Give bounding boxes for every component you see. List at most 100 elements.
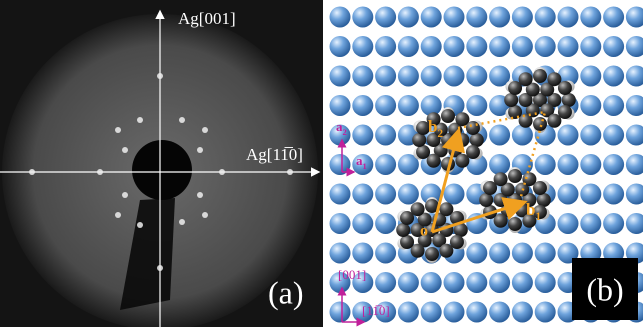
ag-atom <box>603 213 624 234</box>
ag-atom <box>558 184 579 205</box>
ag-atom <box>352 7 373 28</box>
ag-atom <box>603 7 624 28</box>
c-atom <box>533 181 547 195</box>
ag-atom <box>535 7 556 28</box>
ag-atom <box>421 302 442 323</box>
diffraction-spot <box>202 127 208 133</box>
ag-atom <box>466 243 487 264</box>
ag-atom <box>375 7 396 28</box>
ag-atom <box>330 95 351 116</box>
ag-atom <box>603 154 624 175</box>
ag-atom <box>580 125 601 146</box>
ag-atom <box>535 272 556 293</box>
ag-atom <box>398 7 419 28</box>
ag-atom <box>580 154 601 175</box>
ag-atom <box>398 272 419 293</box>
ag-atom <box>352 213 373 234</box>
ag-atom <box>444 184 465 205</box>
panel-label: (a) <box>268 274 304 310</box>
diffraction-spot <box>202 212 208 218</box>
c-atom <box>412 133 426 147</box>
ag-atom <box>352 66 373 87</box>
c-atom <box>562 93 576 107</box>
ag-atom <box>352 95 373 116</box>
panel-b: b2b1oa2a1[001][11̅0](b) <box>327 0 643 327</box>
ag-atom <box>489 243 510 264</box>
c-atom <box>400 235 414 249</box>
ag-atom <box>444 302 465 323</box>
ag-atom <box>466 272 487 293</box>
ag-atom <box>466 302 487 323</box>
ag-atom <box>330 36 351 57</box>
ag-atom <box>330 243 351 264</box>
axis-label: Ag[11̅0] <box>246 145 303 164</box>
ag-atom <box>512 302 533 323</box>
c-atom <box>494 172 508 186</box>
direction-label: [001] <box>338 267 366 282</box>
c-atom <box>411 202 425 216</box>
diffraction-spot <box>157 73 163 79</box>
c-atom <box>425 247 439 261</box>
ag-atom <box>375 36 396 57</box>
label-base: b <box>428 117 437 136</box>
ag-atom <box>421 7 442 28</box>
c-atom <box>416 145 430 159</box>
diffraction-spot <box>179 117 185 123</box>
c-atom <box>519 72 533 86</box>
c-atom <box>396 223 410 237</box>
ag-atom <box>444 36 465 57</box>
diffraction-spot <box>219 169 225 175</box>
label-sub: 2 <box>343 127 347 137</box>
c-atom <box>439 244 453 258</box>
ag-atom <box>580 184 601 205</box>
c-atom <box>455 154 469 168</box>
ag-atom <box>466 36 487 57</box>
ag-atom <box>466 66 487 87</box>
c-atom <box>533 117 547 131</box>
ag-atom <box>398 66 419 87</box>
ag-atom <box>603 95 624 116</box>
c-atom <box>466 121 480 135</box>
ag-atom <box>352 125 373 146</box>
origin-label: o <box>420 223 428 240</box>
ag-atom <box>512 36 533 57</box>
ag-atom <box>535 243 556 264</box>
ag-atom <box>352 184 373 205</box>
diffraction-spot <box>29 169 35 175</box>
c-atom <box>533 69 547 83</box>
center-shadow <box>132 140 192 200</box>
diffraction-spot <box>97 169 103 175</box>
ag-atom <box>603 36 624 57</box>
ag-atom <box>580 36 601 57</box>
ag-atom <box>558 125 579 146</box>
ag-atom <box>375 154 396 175</box>
ag-atom <box>512 125 533 146</box>
ag-atom <box>330 7 351 28</box>
c-atom <box>508 105 522 119</box>
panel-a: Ag[001] Ag[11̅0] (a) <box>0 0 323 327</box>
ag-atom <box>580 66 601 87</box>
ag-atom <box>375 66 396 87</box>
ag-atom <box>512 243 533 264</box>
ag-atom <box>421 66 442 87</box>
diffraction-spot <box>179 219 185 225</box>
ag-atom <box>398 184 419 205</box>
c-atom <box>479 193 493 207</box>
ag-atom <box>330 66 351 87</box>
ag-atom <box>489 125 510 146</box>
ag-atom <box>375 184 396 205</box>
ag-atom <box>330 184 351 205</box>
ag-atom <box>375 243 396 264</box>
ag-atom <box>398 95 419 116</box>
ag-atom <box>352 36 373 57</box>
diffraction-spot <box>122 147 128 153</box>
ag-atom <box>558 7 579 28</box>
ag-atom <box>512 272 533 293</box>
ag-atom <box>466 95 487 116</box>
ag-atom <box>444 7 465 28</box>
ag-atom <box>330 302 351 323</box>
ag-atom <box>352 243 373 264</box>
label-base: b <box>526 200 535 219</box>
ag-atom <box>558 154 579 175</box>
figure: Ag[001] Ag[11̅0] (a) b2b1oa2a1[001][11̅0… <box>0 0 643 327</box>
